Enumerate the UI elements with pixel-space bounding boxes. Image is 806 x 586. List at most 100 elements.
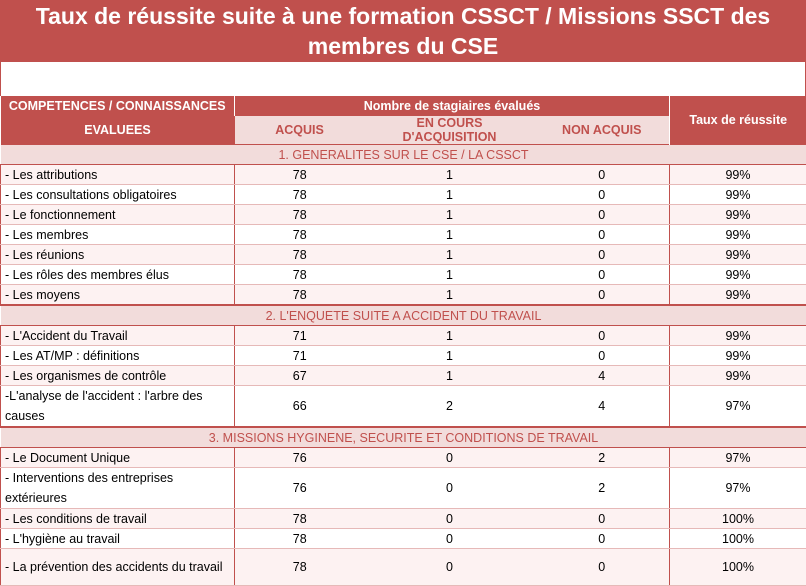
row-non-acquis: 0 bbox=[535, 165, 670, 185]
row-en-cours: 1 bbox=[365, 265, 535, 285]
row-acquis: 78 bbox=[235, 185, 365, 205]
row-acquis: 78 bbox=[235, 205, 365, 225]
row-acquis: 78 bbox=[235, 285, 365, 306]
row-label: - L'Accident du Travail bbox=[1, 326, 235, 346]
row-taux: 99% bbox=[670, 346, 806, 366]
row-label: - La prévention des accidents du travail bbox=[1, 549, 235, 586]
title-line-1: Taux de réussite suite à une formation C… bbox=[0, 1, 806, 31]
header-acquis: ACQUIS bbox=[235, 116, 365, 145]
section-header: 2. L'ENQUETE SUITE A ACCIDENT DU TRAVAIL bbox=[1, 305, 806, 326]
row-en-cours: 0 bbox=[365, 529, 535, 549]
row-non-acquis: 4 bbox=[535, 366, 670, 386]
row-taux: 99% bbox=[670, 326, 806, 346]
row-non-acquis: 0 bbox=[535, 245, 670, 265]
row-taux: 100% bbox=[670, 509, 806, 529]
row-non-acquis: 0 bbox=[535, 205, 670, 225]
header-en-cours: EN COURS D'ACQUISITION bbox=[365, 116, 535, 145]
section-title: 1. GENERALITES SUR LE CSE / LA CSSCT bbox=[1, 145, 806, 165]
row-label: - L'hygiène au travail bbox=[1, 529, 235, 549]
row-non-acquis: 0 bbox=[535, 529, 670, 549]
title-line-2: membres du CSE bbox=[0, 31, 806, 61]
row-acquis: 78 bbox=[235, 265, 365, 285]
row-acquis: 76 bbox=[235, 468, 365, 509]
row-label: - Les organismes de contrôle bbox=[1, 366, 235, 386]
row-non-acquis: 4 bbox=[535, 386, 670, 428]
row-taux: 99% bbox=[670, 245, 806, 265]
row-acquis: 66 bbox=[235, 386, 365, 428]
row-acquis: 71 bbox=[235, 346, 365, 366]
row-taux: 99% bbox=[670, 265, 806, 285]
row-en-cours: 1 bbox=[365, 185, 535, 205]
row-label: - Les attributions bbox=[1, 165, 235, 185]
spacer-band bbox=[0, 62, 806, 96]
results-table: COMPETENCES / CONNAISSANCES Nombre de st… bbox=[0, 96, 806, 586]
row-en-cours: 1 bbox=[365, 326, 535, 346]
row-en-cours: 1 bbox=[365, 205, 535, 225]
row-label: - Les rôles des membres élus bbox=[1, 265, 235, 285]
header-non-acquis: NON ACQUIS bbox=[535, 116, 670, 145]
row-non-acquis: 2 bbox=[535, 468, 670, 509]
row-taux: 99% bbox=[670, 285, 806, 306]
row-taux: 100% bbox=[670, 529, 806, 549]
row-label: - Les membres bbox=[1, 225, 235, 245]
row-taux: 97% bbox=[670, 448, 806, 468]
row-taux: 99% bbox=[670, 225, 806, 245]
row-acquis: 76 bbox=[235, 448, 365, 468]
row-label: - Interventions des entreprises extérieu… bbox=[1, 468, 235, 509]
row-taux: 99% bbox=[670, 366, 806, 386]
row-non-acquis: 0 bbox=[535, 549, 670, 586]
row-en-cours: 0 bbox=[365, 448, 535, 468]
row-label: -L'analyse de l'accident : l'arbre des c… bbox=[1, 386, 235, 428]
header-evaluees: EVALUEES bbox=[1, 116, 235, 145]
row-label: - Le fonctionnement bbox=[1, 205, 235, 225]
row-acquis: 78 bbox=[235, 245, 365, 265]
section-header: 3. MISSIONS HYGINENE, SECURITE ET CONDIT… bbox=[1, 427, 806, 448]
row-taux: 99% bbox=[670, 185, 806, 205]
row-label: - Les AT/MP : définitions bbox=[1, 346, 235, 366]
row-acquis: 71 bbox=[235, 326, 365, 346]
row-label: - Les moyens bbox=[1, 285, 235, 306]
row-en-cours: 1 bbox=[365, 285, 535, 306]
row-label: - Les consultations obligatoires bbox=[1, 185, 235, 205]
row-en-cours: 1 bbox=[365, 165, 535, 185]
row-en-cours: 0 bbox=[365, 468, 535, 509]
row-en-cours: 1 bbox=[365, 346, 535, 366]
row-non-acquis: 0 bbox=[535, 265, 670, 285]
row-non-acquis: 0 bbox=[535, 185, 670, 205]
row-en-cours: 0 bbox=[365, 509, 535, 529]
row-acquis: 67 bbox=[235, 366, 365, 386]
table-row: - Interventions des entreprises extérieu… bbox=[1, 468, 806, 509]
row-en-cours: 1 bbox=[365, 245, 535, 265]
table-row: -L'analyse de l'accident : l'arbre des c… bbox=[1, 386, 806, 428]
row-label: - Le Document Unique bbox=[1, 448, 235, 468]
row-taux: 100% bbox=[670, 549, 806, 586]
row-non-acquis: 0 bbox=[535, 509, 670, 529]
row-en-cours: 1 bbox=[365, 366, 535, 386]
row-acquis: 78 bbox=[235, 165, 365, 185]
row-non-acquis: 0 bbox=[535, 326, 670, 346]
row-en-cours: 2 bbox=[365, 386, 535, 428]
header-group: Nombre de stagiaires évalués bbox=[235, 96, 670, 116]
table-row: - La prévention des accidents du travail… bbox=[1, 549, 806, 586]
row-acquis: 78 bbox=[235, 509, 365, 529]
row-non-acquis: 0 bbox=[535, 225, 670, 245]
row-en-cours: 1 bbox=[365, 225, 535, 245]
section-title: 3. MISSIONS HYGINENE, SECURITE ET CONDIT… bbox=[1, 427, 806, 448]
section-header: 1. GENERALITES SUR LE CSE / LA CSSCT bbox=[1, 145, 806, 165]
row-label: - Les réunions bbox=[1, 245, 235, 265]
section-title: 2. L'ENQUETE SUITE A ACCIDENT DU TRAVAIL bbox=[1, 305, 806, 326]
row-acquis: 78 bbox=[235, 529, 365, 549]
row-taux: 97% bbox=[670, 386, 806, 428]
row-taux: 99% bbox=[670, 205, 806, 225]
